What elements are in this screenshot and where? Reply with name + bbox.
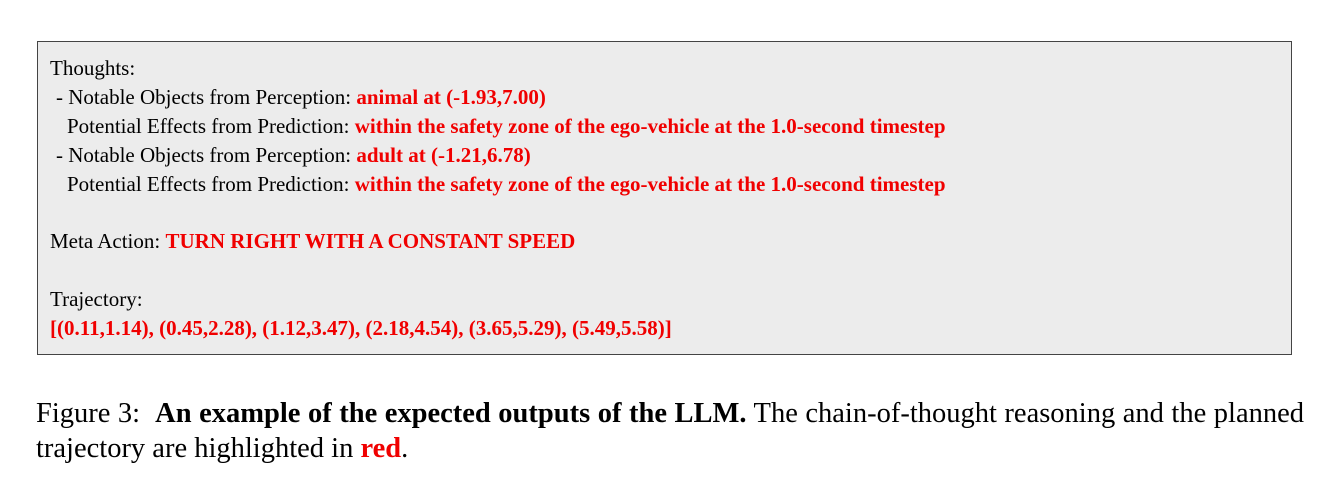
thought-1-effects-line: Potential Effects from Prediction: withi… [67,114,946,138]
thought-2-objects-line: - Notable Objects from Perception: adult… [56,143,531,167]
thoughts-label: Thoughts: [50,56,136,80]
thought-1-objects-line: - Notable Objects from Perception: anima… [56,85,546,109]
figure-caption: Figure 3: An example of the expected out… [36,396,1304,466]
thought-2-effects-value: within the safety zone of the ego-vehicl… [354,172,946,196]
meta-action-label: Meta Action: [50,229,166,253]
trajectory-label: Trajectory: [50,287,143,311]
thought-1-effects-value: within the safety zone of the ego-vehicl… [354,114,946,138]
thought-1-objects-prefix: - Notable Objects from Perception: [56,85,357,109]
trajectory-value: [(0.11,1.14), (0.45,2.28), (1.12,3.47), … [50,316,672,340]
meta-action-value: TURN RIGHT WITH A CONSTANT SPEED [165,229,576,253]
thought-2-objects-prefix: - Notable Objects from Perception: [56,143,357,167]
thought-1-objects-value: animal at (-1.93,7.00) [356,85,546,109]
thought-2-effects-prefix: Potential Effects from Prediction: [67,172,355,196]
thought-2-effects-line: Potential Effects from Prediction: withi… [67,172,946,196]
figure-label: Figure 3: [36,398,141,429]
caption-title: An example of the expected outputs of th… [155,398,747,429]
caption-body: The chain-of-thought reasoning and the p… [36,398,1304,464]
meta-action-line: Meta Action: TURN RIGHT WITH A CONSTANT … [50,229,575,253]
caption-highlight-word: red [360,433,402,464]
thought-1-effects-prefix: Potential Effects from Prediction: [67,114,355,138]
llm-output-box: Thoughts: - Notable Objects from Percept… [37,41,1292,355]
thought-2-objects-value: adult at (-1.21,6.78) [356,143,531,167]
caption-end: . [401,433,409,464]
